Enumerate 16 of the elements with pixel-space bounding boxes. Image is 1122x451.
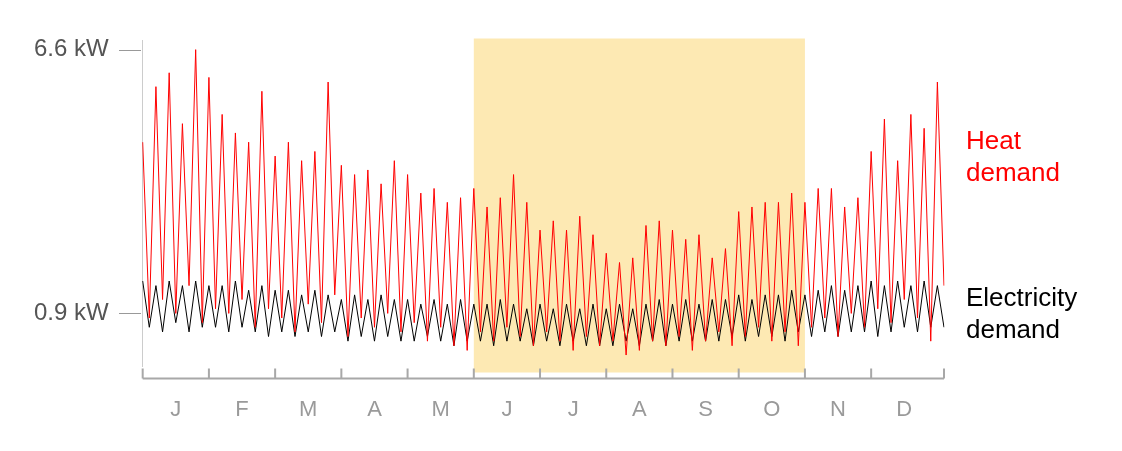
y-tick-label: 6.6 kW (34, 34, 110, 62)
y-tick-label: 0.9 kW (34, 298, 110, 326)
x-tick-label: A (367, 395, 383, 421)
x-tick-label: N (830, 395, 846, 421)
x-tick-label: D (896, 395, 913, 421)
x-tick-label: M (299, 395, 318, 421)
x-tick-label: A (632, 395, 648, 421)
x-tick-label: O (763, 395, 781, 421)
x-tick-label: J (501, 395, 513, 421)
series-label: Heat demand (966, 125, 1060, 187)
x-tick-label: F (235, 395, 249, 421)
x-tick-label: S (698, 395, 713, 421)
series-label: Electricity demand (966, 281, 1078, 344)
x-tick-label: J (567, 395, 579, 421)
x-tick-label: M (431, 395, 450, 421)
x-tick-label: J (170, 395, 182, 421)
